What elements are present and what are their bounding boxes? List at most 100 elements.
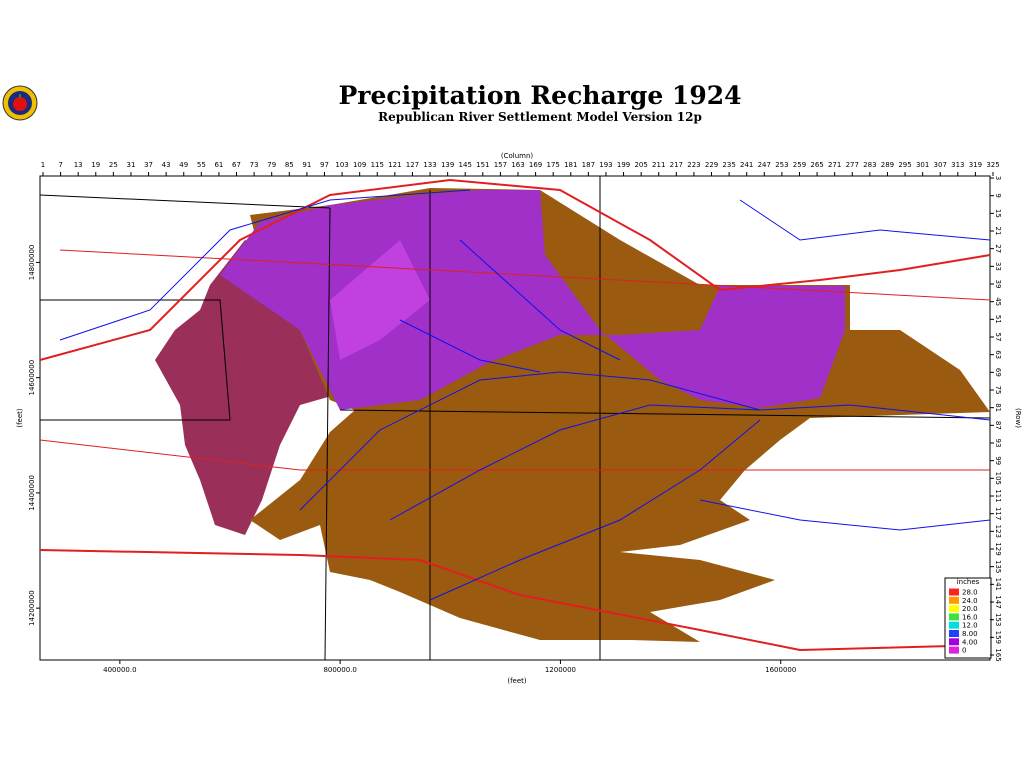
column-tick-label: 169 <box>529 161 542 169</box>
column-tick-label: 247 <box>758 161 771 169</box>
zone-purple <box>220 190 845 410</box>
row-tick-label: 147 <box>994 595 1002 608</box>
column-tick-label: 121 <box>388 161 401 169</box>
column-tick-label: 223 <box>687 161 700 169</box>
column-tick-label: 313 <box>951 161 964 169</box>
column-tick-label: 13 <box>74 161 83 169</box>
column-tick-label: 43 <box>162 161 171 169</box>
column-tick-label: 217 <box>670 161 683 169</box>
x-tick-label: 400000.0 <box>103 666 136 674</box>
row-tick-label: 87 <box>994 421 1002 430</box>
column-tick-label: 31 <box>127 161 136 169</box>
legend-label: 20.0 <box>962 605 978 613</box>
y-axis-label: (feet) <box>16 408 24 428</box>
legend-label: 8.00 <box>962 630 978 638</box>
column-tick-label: 139 <box>441 161 454 169</box>
row-tick-label: 129 <box>994 542 1002 555</box>
legend-label: 0 <box>962 647 966 655</box>
legend-label: 4.00 <box>962 638 978 646</box>
row-tick-label: 39 <box>994 280 1002 289</box>
row-tick-label: 93 <box>994 439 1002 448</box>
column-tick-label: 241 <box>740 161 753 169</box>
column-tick-label: 181 <box>564 161 577 169</box>
roads <box>39 178 991 652</box>
column-tick-label: 235 <box>722 161 735 169</box>
column-tick-label: 253 <box>775 161 788 169</box>
legend-label: 16.0 <box>962 613 978 621</box>
legend-swatch <box>949 605 959 613</box>
column-tick-label: 205 <box>634 161 647 169</box>
y-tick-label: 14400000 <box>28 475 36 511</box>
row-tick-label: 21 <box>994 227 1002 236</box>
column-tick-label: 175 <box>546 161 559 169</box>
column-tick-label: 25 <box>109 161 118 169</box>
column-tick-label: 193 <box>599 161 612 169</box>
legend-label: 24.0 <box>962 597 978 605</box>
legend-label: 12.0 <box>962 622 978 630</box>
map-area: inches 28.024.020.016.012.08.004.000 <box>39 175 992 661</box>
column-tick-label: 97 <box>320 161 329 169</box>
column-tick-label: 301 <box>916 161 929 169</box>
column-tick-label: 271 <box>828 161 841 169</box>
legend-swatch <box>949 638 959 646</box>
column-tick-label: 79 <box>267 161 276 169</box>
row-tick-label: 9 <box>994 193 1002 197</box>
row-tick-label: 135 <box>994 560 1002 573</box>
legend-swatch <box>949 588 959 596</box>
column-tick-label: 157 <box>494 161 507 169</box>
row-tick-label: 51 <box>994 315 1002 324</box>
legend-swatch <box>949 613 959 621</box>
column-tick-label: 319 <box>969 161 982 169</box>
row-tick-label: 111 <box>994 489 1002 502</box>
column-tick-label: 19 <box>91 161 100 169</box>
row-tick-label: 153 <box>994 613 1002 626</box>
x-tick-label: 800000.0 <box>323 666 356 674</box>
y-tick-label: 14800000 <box>28 245 36 281</box>
column-tick-label: 133 <box>423 161 436 169</box>
column-tick-label: 295 <box>898 161 911 169</box>
column-tick-label: 73 <box>250 161 259 169</box>
column-tick-label: 289 <box>881 161 894 169</box>
legend-swatch <box>949 630 959 637</box>
zone-violet <box>330 240 430 360</box>
x-tick-label: 1600000 <box>765 666 796 674</box>
column-tick-label: 85 <box>285 161 294 169</box>
legend: inches 28.024.020.016.012.08.004.000 <box>944 577 992 659</box>
column-tick-label: 187 <box>582 161 595 169</box>
column-tick-label: 229 <box>705 161 718 169</box>
legend-swatch <box>949 646 959 654</box>
row-tick-label: 105 <box>994 472 1002 485</box>
row-tick-label: 75 <box>994 386 1002 395</box>
row-tick-label: 165 <box>994 648 1002 661</box>
column-tick-label: 61 <box>214 161 223 169</box>
legend-swatch <box>949 596 959 604</box>
column-tick-label: 283 <box>863 161 876 169</box>
y-tick-label: 14600000 <box>28 360 36 396</box>
column-tick-label: 259 <box>793 161 806 169</box>
rivers <box>59 189 991 601</box>
column-tick-label: 307 <box>934 161 947 169</box>
column-tick-label: 127 <box>406 161 419 169</box>
column-tick-label: 109 <box>353 161 366 169</box>
row-tick-label: 141 <box>994 578 1002 591</box>
column-tick-label: 277 <box>846 161 859 169</box>
logo <box>2 85 38 121</box>
row-tick-label: 27 <box>994 244 1002 253</box>
column-tick-label: 55 <box>197 161 206 169</box>
row-tick-label: 159 <box>994 631 1002 644</box>
column-tick-label: 199 <box>617 161 630 169</box>
boundaries <box>39 176 991 661</box>
legend-title: inches <box>957 578 980 586</box>
title: Precipitation Recharge 1924 <box>338 81 741 110</box>
x-tick-label: 1200000 <box>545 666 576 674</box>
y-tick-label: 14200000 <box>28 590 36 626</box>
row-tick-label: 69 <box>994 368 1002 377</box>
x-axis-label: (feet) <box>507 677 527 685</box>
row-tick-label: 99 <box>994 456 1002 465</box>
row-tick-label: 57 <box>994 333 1002 342</box>
legend-swatch <box>949 621 959 629</box>
column-tick-label: 115 <box>371 161 384 169</box>
row-tick-label: 117 <box>994 507 1002 520</box>
row-tick-label: 3 <box>994 176 1002 180</box>
